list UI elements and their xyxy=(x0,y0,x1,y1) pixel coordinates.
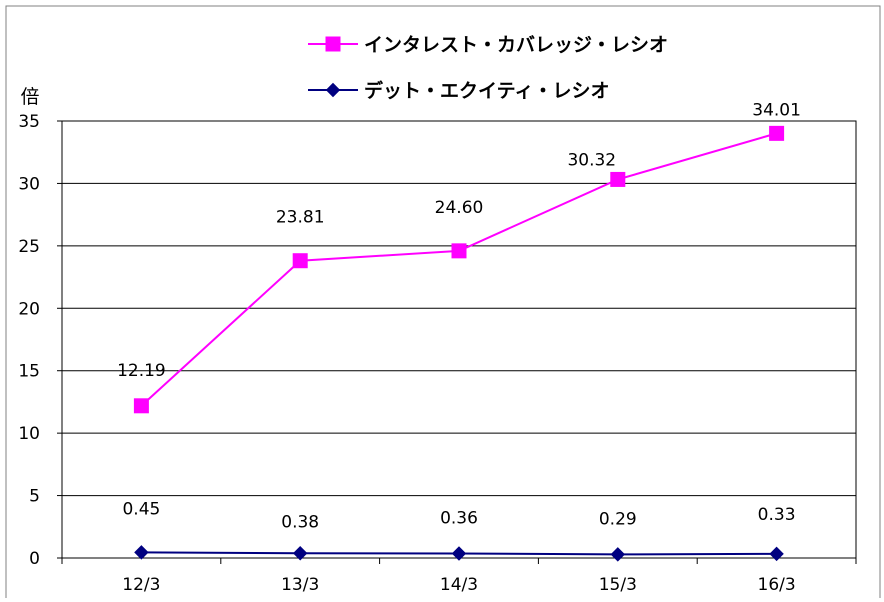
data-point xyxy=(134,545,149,560)
data-label: 0.36 xyxy=(440,509,478,529)
x-tick-label: 13/3 xyxy=(281,575,319,595)
data-point xyxy=(292,253,308,269)
data-point xyxy=(610,547,626,562)
legend-item-2: デット・エクイティ・レシオ xyxy=(308,79,609,102)
data-point xyxy=(769,546,784,562)
y-tick-label: 25 xyxy=(18,237,40,257)
legend-label: デット・エクイティ・レシオ xyxy=(364,79,609,102)
y-tick-label: 35 xyxy=(18,112,40,132)
data-point xyxy=(292,546,308,561)
y-tick-label: 10 xyxy=(18,424,40,444)
data-point xyxy=(769,125,785,141)
x-tick-label: 16/3 xyxy=(758,575,796,595)
data-label: 24.60 xyxy=(435,198,484,218)
x-tick-label: 15/3 xyxy=(599,575,637,595)
y-tick-label: 0 xyxy=(29,549,40,569)
data-label: 12.19 xyxy=(117,361,166,381)
y-axis-ticks: 0 5 10 15 20 25 30 35 xyxy=(18,112,62,569)
series-layer: 12.19 23.81 24.60 30.32 34.01 0.45 0.38 0.36 0.2… xyxy=(117,100,801,562)
y-tick-label: 30 xyxy=(18,174,40,194)
x-tick-label: 12/3 xyxy=(122,575,160,595)
data-point xyxy=(610,171,626,187)
series-1: 12.19 23.81 24.60 30.32 34.01 xyxy=(117,100,801,414)
data-label: 0.33 xyxy=(758,505,796,525)
x-axis-ticks: 12/3 13/3 14/3 15/3 16/3 xyxy=(61,558,857,595)
y-tick-label: 20 xyxy=(18,299,40,319)
data-point xyxy=(451,546,467,561)
data-label: 0.45 xyxy=(122,499,160,519)
data-point xyxy=(133,398,149,414)
y-axis-label: 倍 xyxy=(20,86,39,108)
series-2: 0.45 0.38 0.36 0.29 0.33 xyxy=(122,499,796,562)
y-tick-label: 5 xyxy=(29,487,40,507)
chart-outer-border xyxy=(5,5,881,602)
legend-marker xyxy=(325,36,341,52)
data-label: 34.01 xyxy=(752,100,801,120)
data-point xyxy=(451,243,467,259)
legend-marker xyxy=(325,82,341,98)
y-tick-label: 15 xyxy=(18,362,40,382)
legend-item-1: インタレスト・カバレッジ・レシオ xyxy=(308,34,668,56)
x-tick-label: 14/3 xyxy=(440,575,478,595)
data-label: 0.38 xyxy=(281,512,319,532)
data-label: 0.29 xyxy=(599,509,637,529)
legend-label: インタレスト・カバレッジ・レシオ xyxy=(364,34,668,56)
data-label: 23.81 xyxy=(276,208,325,228)
data-label: 30.32 xyxy=(567,150,616,170)
